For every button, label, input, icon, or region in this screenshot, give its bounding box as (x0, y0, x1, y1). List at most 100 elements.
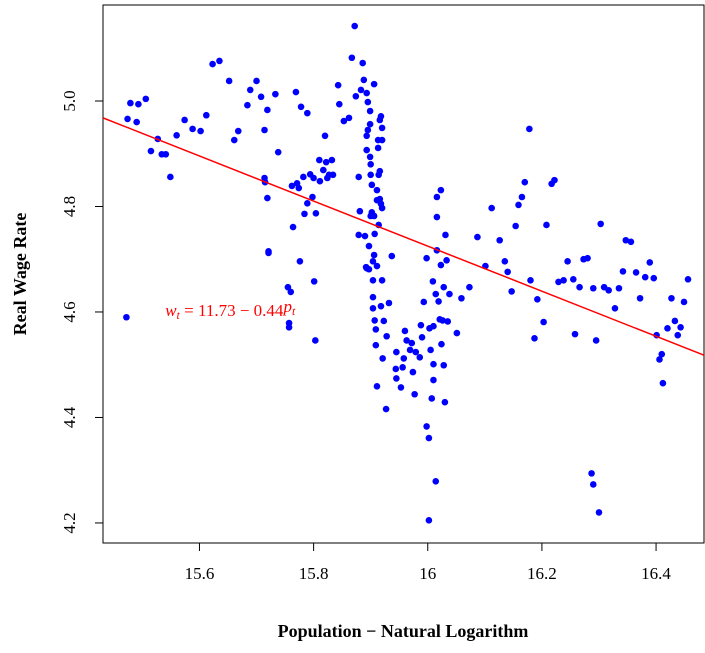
data-point (304, 200, 311, 207)
data-point (425, 434, 433, 442)
data-point (622, 236, 630, 244)
data-point (300, 173, 307, 181)
data-point (605, 287, 612, 294)
x-axis-title: Population − Natural Logarithm (278, 621, 529, 641)
data-point (301, 210, 308, 218)
data-point (135, 100, 142, 108)
data-point (650, 274, 658, 282)
data-point (425, 517, 433, 524)
data-point (181, 116, 188, 124)
equation-part: t (292, 304, 296, 318)
data-point (287, 288, 295, 296)
data-point (292, 88, 300, 96)
data-point (589, 481, 597, 488)
x-tick-label: 15.6 (185, 564, 215, 583)
data-point (355, 231, 362, 239)
data-point (388, 252, 396, 260)
data-point (515, 201, 522, 209)
data-point (488, 204, 495, 212)
data-point (340, 117, 348, 125)
y-tick-label: 5.0 (60, 90, 79, 111)
data-point (428, 395, 436, 402)
data-point (234, 127, 242, 135)
data-point (641, 273, 649, 281)
data-point (203, 111, 210, 119)
data-point (367, 160, 374, 168)
data-point (355, 173, 362, 181)
data-point (433, 193, 441, 201)
data-point (680, 298, 688, 306)
data-point (345, 114, 353, 122)
equation-part: w (165, 301, 177, 320)
data-point (189, 125, 196, 133)
data-point (403, 337, 410, 344)
data-point (197, 127, 204, 135)
data-point (385, 299, 393, 307)
data-point (366, 153, 374, 161)
data-point (316, 177, 324, 185)
data-point (589, 284, 597, 292)
data-point (366, 120, 374, 128)
data-point (380, 317, 388, 325)
y-tick-label: 4.4 (60, 406, 79, 428)
data-point (417, 321, 425, 329)
data-point (441, 398, 449, 406)
data-point (627, 238, 635, 246)
data-point (377, 302, 385, 310)
data-point (551, 176, 558, 184)
data-point (677, 323, 684, 331)
data-point (442, 231, 449, 239)
data-point (619, 268, 627, 275)
data-point (383, 332, 390, 340)
data-point (284, 283, 292, 291)
data-point (304, 109, 311, 117)
data-point (534, 296, 541, 303)
data-point (264, 106, 271, 114)
data-point (416, 354, 424, 361)
data-point (632, 269, 640, 276)
data-point (429, 278, 437, 285)
data-point (418, 333, 426, 341)
data-point (370, 212, 378, 220)
data-point (376, 167, 384, 175)
data-point (264, 194, 271, 202)
data-point (379, 355, 386, 362)
data-point (427, 346, 434, 354)
data-point (216, 57, 223, 65)
data-point (656, 356, 663, 363)
data-point (382, 405, 390, 413)
data-point (501, 258, 509, 265)
data-point (377, 112, 385, 120)
data-point (371, 317, 378, 324)
data-point (576, 283, 583, 291)
data-point (167, 173, 174, 181)
data-point (368, 181, 376, 189)
data-point (162, 150, 170, 158)
y-tick-label: 4.6 (60, 301, 79, 322)
data-point (508, 288, 515, 295)
data-point (592, 337, 600, 344)
plot-frame (102, 4, 705, 544)
data-point (363, 132, 370, 140)
data-point (671, 317, 679, 325)
y-tick-label: 4.8 (60, 196, 79, 217)
data-point (123, 313, 130, 321)
data-point (437, 261, 445, 269)
x-tick-label: 16 (419, 564, 436, 583)
data-point (527, 277, 534, 284)
data-point (378, 136, 386, 144)
data-point (378, 124, 386, 132)
data-point (374, 144, 382, 152)
data-point (370, 80, 378, 88)
data-point (440, 283, 448, 291)
data-point (369, 277, 377, 284)
data-point (412, 348, 420, 356)
data-point (295, 184, 303, 192)
data-point (408, 339, 416, 347)
data-point (435, 298, 442, 305)
data-point (646, 259, 654, 266)
data-point (328, 156, 336, 164)
data-point (367, 171, 374, 179)
data-point (474, 233, 481, 241)
